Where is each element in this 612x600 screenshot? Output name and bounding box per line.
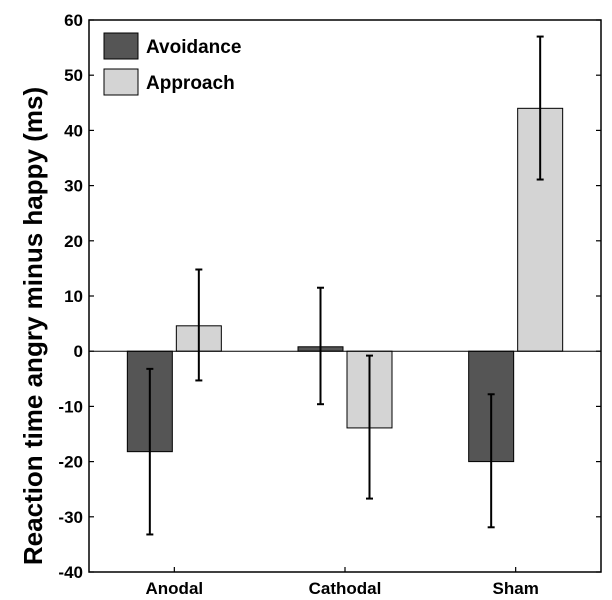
y-tick-label: 60	[64, 11, 83, 30]
y-tick-label: 20	[64, 232, 83, 251]
error-bar-avoidance-sham	[487, 393, 495, 529]
y-tick-label: -20	[58, 453, 83, 472]
legend-item-avoidance: Avoidance	[103, 32, 241, 60]
y-tick-label: -30	[58, 508, 83, 527]
error-bar-approach-anodal	[195, 268, 203, 382]
axes-group	[88, 19, 602, 573]
y-tick-labels: -40 -30 -20 -10 0 10 20 30 40 50 60	[58, 11, 83, 582]
error-bar-avoidance-anodal	[146, 367, 154, 536]
y-tick-label: 40	[64, 121, 83, 140]
plot-area	[89, 20, 601, 572]
y-tick-label: 0	[74, 342, 83, 361]
legend: Avoidance Approach	[103, 32, 241, 96]
legend-swatch	[103, 68, 139, 96]
legend-label: Approach	[146, 73, 235, 94]
x-tick-labels: Anodal Cathodal Sham	[146, 579, 539, 598]
x-tick-label-anodal: Anodal	[146, 579, 204, 598]
y-tick-label: 50	[64, 66, 83, 85]
error-bars-group	[146, 35, 544, 536]
y-tick-label: 10	[64, 287, 83, 306]
legend-label: Avoidance	[146, 37, 241, 58]
error-bar-avoidance-cathodal	[317, 286, 324, 406]
error-bar-approach-cathodal	[366, 354, 373, 500]
legend-item-approach: Approach	[103, 68, 235, 96]
x-tick-label-sham: Sham	[493, 579, 539, 598]
y-tick-label: -10	[58, 397, 83, 416]
plot-background	[89, 20, 601, 572]
y-tick-label: -40	[58, 563, 83, 582]
x-tick-label-cathodal: Cathodal	[309, 579, 382, 598]
error-bar-approach-sham	[536, 35, 544, 181]
y-axis-label: Reaction time angry minus happy (ms)	[18, 87, 48, 565]
y-tick-label: 30	[64, 177, 83, 196]
legend-swatch	[103, 32, 139, 60]
